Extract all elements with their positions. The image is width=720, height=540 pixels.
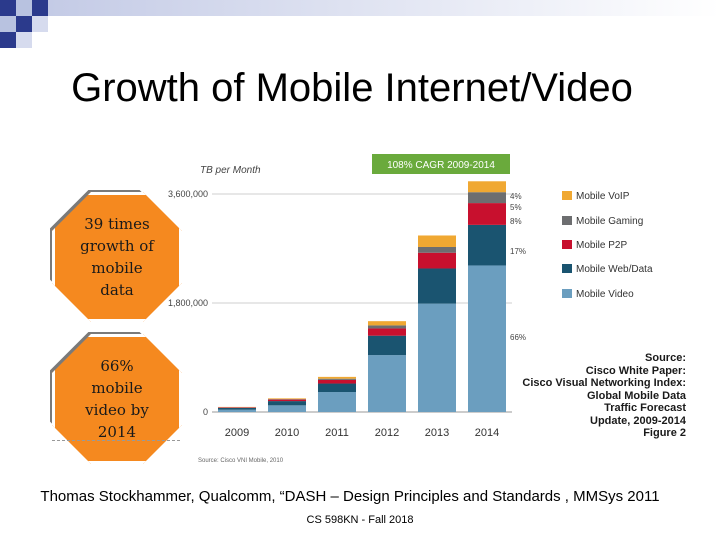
source-line: Source:	[645, 352, 686, 364]
x-tick-label: 2010	[275, 427, 299, 439]
source-line: Cisco Visual Networking Index:	[522, 377, 686, 389]
y-tick-label: 1,800,000	[168, 298, 208, 308]
y-tick-label: 0	[203, 407, 208, 417]
bar-mobile-voip	[318, 376, 356, 379]
bar-mobile-video	[418, 303, 456, 412]
bar-mobile-p2p	[468, 203, 506, 225]
bar-mobile-video	[268, 405, 306, 412]
source-line: Traffic Forecast	[604, 402, 686, 414]
bar-mobile-web-data	[268, 401, 306, 406]
bar-mobile-video	[368, 355, 406, 412]
percent-annotation: 17%	[510, 247, 526, 256]
bar-mobile-video	[468, 265, 506, 412]
bar-mobile-voip	[468, 181, 506, 193]
bar-mobile-video	[218, 409, 256, 412]
bar-mobile-voip	[418, 235, 456, 247]
legend-label: Mobile P2P	[576, 240, 627, 251]
percent-annotation: 4%	[510, 192, 522, 201]
bar-mobile-voip	[368, 321, 406, 326]
legend-swatch	[562, 216, 572, 225]
bar-mobile-gaming	[368, 325, 406, 329]
y-tick-label: 3,600,000	[168, 189, 208, 199]
x-tick-label: 2012	[375, 427, 399, 439]
x-tick-label: 2011	[325, 427, 349, 439]
bar-mobile-gaming	[468, 192, 506, 204]
chart-source: Source: Cisco VNI Mobile, 2010	[198, 458, 284, 464]
bar-mobile-p2p	[418, 252, 456, 269]
bar-mobile-video	[318, 392, 356, 412]
source-note: Source: Cisco White Paper: Cisco Visual …	[520, 352, 686, 440]
legend-label: Mobile VoIP	[576, 191, 630, 202]
source-line: Update, 2009-2014	[590, 414, 686, 427]
source-line: Figure 2	[643, 427, 686, 439]
y-axis-label: TB per Month	[200, 165, 261, 176]
x-tick-label: 2014	[475, 427, 499, 439]
callout-data-growth-text: 39 times growth of mobile data	[80, 215, 154, 299]
slide-footer: CS 598KN - Fall 2018	[306, 514, 414, 526]
x-tick-label: 2009	[225, 427, 249, 439]
legend-label: Mobile Web/Data	[576, 264, 653, 275]
percent-annotation: 66%	[510, 333, 526, 342]
corner-decoration	[0, 0, 720, 50]
bar-mobile-web-data	[218, 407, 256, 410]
cagr-banner-text: 108% CAGR 2009-2014	[387, 160, 495, 171]
bar-mobile-gaming	[318, 378, 356, 380]
bar-mobile-web-data	[318, 383, 356, 393]
bar-mobile-gaming	[418, 246, 456, 253]
bar-mobile-web-data	[418, 268, 456, 304]
bar-mobile-p2p	[368, 328, 406, 336]
legend-label: Mobile Gaming	[576, 216, 643, 227]
callout-data-growth: 39 times growth of mobile data	[52, 192, 182, 322]
x-tick-label: 2013	[425, 427, 449, 439]
source-line: Cisco White Paper:	[585, 364, 686, 377]
cagr-banner	[372, 154, 510, 174]
presentation-credit: Thomas Stockhammer, Qualcomm, “DASH – De…	[40, 488, 660, 505]
bar-mobile-web-data	[368, 335, 406, 356]
legend-swatch	[562, 240, 572, 249]
callout-divider	[52, 440, 180, 441]
bar-mobile-voip	[268, 398, 306, 400]
legend-swatch	[562, 264, 572, 273]
source-line: Global Mobile Data	[586, 389, 686, 402]
percent-annotation: 5%	[510, 203, 522, 212]
callout-video-share-text: 66% mobile video by 2014	[85, 357, 149, 441]
legend-label: Mobile Video	[576, 289, 634, 300]
legend-swatch	[562, 289, 572, 298]
bar-mobile-p2p	[268, 399, 306, 402]
slide-title: Growth of Mobile Internet/Video	[71, 66, 633, 110]
bar-mobile-web-data	[468, 224, 506, 266]
callout-video-share: 66% mobile video by 2014	[52, 334, 182, 464]
bar-mobile-p2p	[318, 379, 356, 384]
percent-annotation: 8%	[510, 217, 522, 226]
legend-swatch	[562, 191, 572, 200]
